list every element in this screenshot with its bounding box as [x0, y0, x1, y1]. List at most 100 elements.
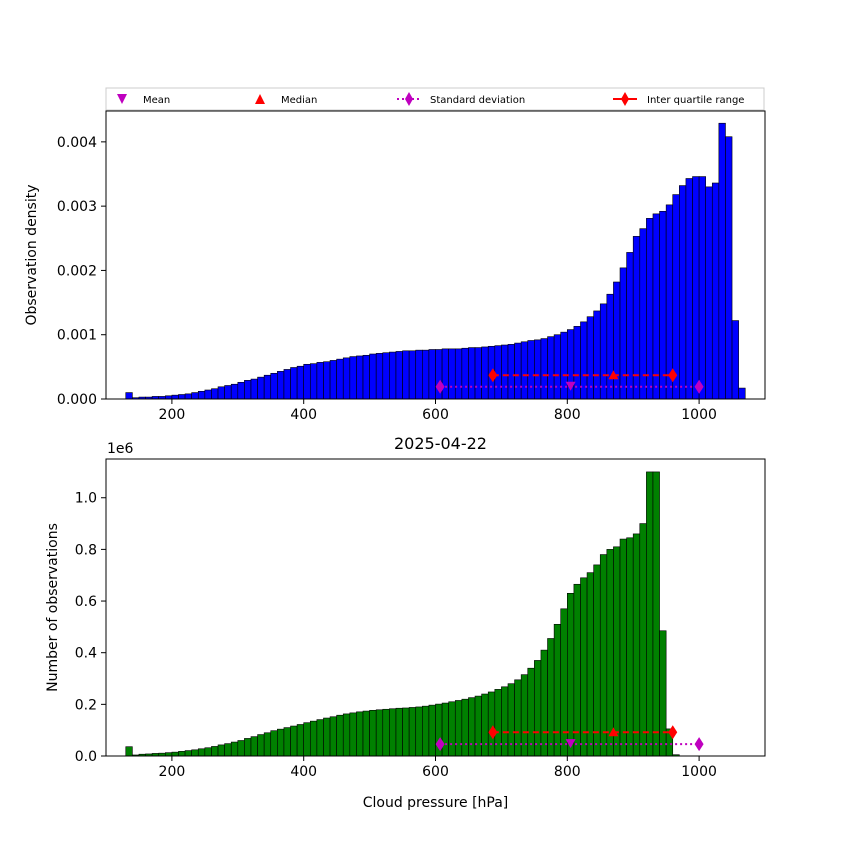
density-bar [652, 213, 660, 400]
counts-bar [586, 572, 594, 757]
counts-bar [474, 695, 482, 757]
density-bar [184, 393, 192, 400]
counts-x-tick-label: 1000 [681, 764, 717, 780]
counts-bar [165, 752, 173, 757]
counts-bar [309, 720, 318, 757]
counts-bar [547, 638, 555, 757]
density-bar [309, 363, 318, 400]
legend-mean-label: Mean [143, 95, 170, 106]
legend-frame [105, 87, 765, 111]
counts-y-tick-label: 0.2 [75, 697, 97, 713]
density-median-marker [608, 370, 619, 380]
counts-y-axis: 0.0 0.2 0.4 0.6 0.8 1.0 [75, 491, 106, 765]
counts-bar [257, 734, 265, 757]
density-y-tick-label: 0.000 [57, 392, 97, 408]
density-bar [250, 378, 258, 400]
counts-bar [283, 727, 291, 757]
counts-bar [408, 707, 417, 757]
density-bar [461, 347, 469, 400]
counts-bar [606, 549, 614, 757]
counts-bar [263, 732, 272, 757]
density-iqr-marker [668, 368, 678, 383]
counts-bar [184, 750, 192, 757]
density-bar [474, 347, 482, 400]
counts-bar [204, 747, 212, 757]
counts-bar [573, 583, 581, 757]
density-bar [422, 349, 430, 400]
density-x-tick-label: 600 [422, 407, 449, 423]
legend-iqr-marker [621, 92, 629, 106]
density-bar [217, 386, 225, 400]
legend-std-label: Standard deviation [430, 95, 525, 106]
density-iqr-marker [488, 368, 498, 383]
counts-bar [362, 710, 370, 757]
counts-bar [639, 523, 647, 757]
density-bar [171, 394, 179, 400]
counts-bar [553, 623, 562, 757]
density-bar [725, 136, 733, 400]
density-bar [573, 326, 581, 400]
legend-mean-marker [117, 94, 127, 104]
counts-y-tick-label: 0.0 [75, 749, 97, 765]
counts-bar [494, 689, 502, 757]
counts-x-label: Cloud pressure [hPa] [363, 795, 509, 811]
density-bar [283, 369, 291, 400]
counts-x-tick-label: 400 [290, 764, 317, 780]
density-panel: 200 400 600 800 1000 0.0000.0010.0020.0030.0… [24, 110, 766, 423]
counts-axes-frame [105, 458, 766, 757]
density-bar [448, 348, 456, 400]
density-bar [342, 357, 351, 400]
density-bar [454, 348, 463, 400]
counts-stats [435, 725, 704, 752]
counts-bar [336, 714, 344, 757]
counts-y-tick-label: 0.4 [75, 646, 97, 662]
density-mean-marker [565, 381, 576, 391]
density-bar [211, 388, 219, 400]
counts-bar [250, 736, 258, 757]
density-bar [599, 303, 608, 400]
counts-bar [303, 722, 311, 757]
counts-std-marker [435, 737, 445, 752]
counts-bar [237, 740, 245, 757]
counts-bar [540, 649, 548, 757]
density-bar [514, 342, 522, 400]
counts-std-marker [694, 737, 704, 752]
density-bar [244, 380, 252, 400]
counts-bar [580, 577, 588, 757]
density-bar [441, 348, 449, 400]
density-bar [224, 385, 232, 400]
density-x-tick-label: 1000 [681, 407, 717, 423]
density-stats [435, 368, 704, 394]
density-bar [520, 341, 529, 400]
density-bar [369, 353, 377, 400]
legend: Mean Median Standard deviation Inter qua… [105, 87, 765, 111]
counts-y-tick-label: 0.6 [75, 594, 97, 610]
density-y-tick-label: 0.002 [57, 263, 97, 279]
counts-bar [534, 660, 542, 757]
density-bar [323, 361, 331, 400]
legend-std-marker [405, 92, 413, 106]
counts-bar [356, 711, 364, 757]
counts-bar [224, 743, 232, 757]
counts-x-tick-label: 800 [554, 764, 581, 780]
density-bar [296, 365, 304, 400]
counts-bar [428, 704, 436, 757]
density-bar [230, 383, 239, 400]
density-bar [257, 376, 265, 400]
counts-bar [296, 724, 304, 757]
density-bar [303, 363, 311, 400]
counts-bar [501, 686, 509, 757]
density-bar [316, 362, 324, 400]
counts-bar [342, 713, 351, 757]
density-y-tick-label: 0.001 [57, 328, 97, 344]
counts-bar [527, 667, 535, 757]
counts-bar [277, 728, 285, 757]
counts-y-tick-label: 0.8 [75, 542, 97, 558]
density-y-tick-label: 0.004 [57, 135, 97, 151]
density-bar [711, 182, 720, 400]
density-bar [263, 374, 272, 400]
density-bar [659, 210, 667, 400]
density-bar [606, 293, 614, 400]
